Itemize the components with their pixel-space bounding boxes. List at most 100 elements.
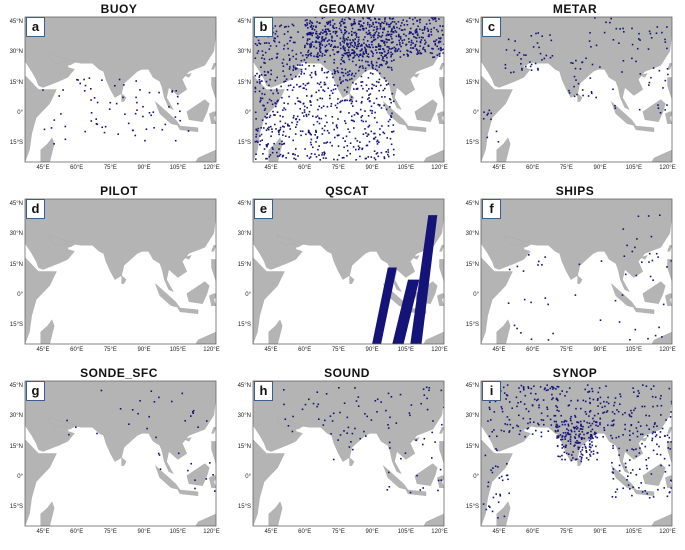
obs-point [379,25,382,27]
obs-point [322,157,325,159]
obs-point [293,115,295,117]
obs-point [342,80,344,82]
obs-point [557,430,559,432]
obs-point [326,129,329,132]
obs-point [212,474,214,476]
obs-point [361,27,364,30]
obs-point [329,45,332,47]
obs-point [395,422,398,424]
obs-point [359,141,361,143]
obs-point [392,130,395,133]
land-australia [195,331,216,344]
obs-point [261,50,264,52]
obs-point [307,54,309,57]
obs-point [305,133,307,136]
obs-point [308,157,311,160]
obs-point [282,70,284,72]
obs-point [556,385,559,388]
obs-point [292,153,295,155]
obs-point [299,108,301,110]
obs-point [283,102,285,104]
obs-point [302,83,305,85]
obs-point [493,411,496,413]
obs-point [347,71,349,73]
obs-point [659,453,662,456]
obs-point [378,89,380,92]
obs-point [334,84,336,86]
obs-point [319,33,322,35]
lat-tick-label: 15°S [237,503,251,510]
obs-point [399,50,402,53]
obs-point [656,453,658,455]
obs-point [378,104,381,106]
obs-point [424,43,426,45]
obs-point [589,410,592,412]
obs-point [96,123,99,126]
obs-point [316,405,318,408]
obs-point [582,425,584,428]
obs-point [566,391,568,393]
obs-point [393,59,395,61]
obs-point [284,135,287,137]
obs-point [371,110,374,112]
obs-point [631,412,633,414]
obs-point [486,136,489,139]
obs-point [530,63,533,66]
obs-point [564,446,567,448]
obs-point [574,444,576,446]
obs-point [292,415,294,418]
obs-point [375,64,378,67]
obs-point [66,419,68,422]
obs-point [313,45,315,48]
obs-point [344,18,346,21]
obs-point [344,47,346,49]
obs-point [348,99,351,102]
obs-point [378,18,381,21]
obs-point [489,408,491,411]
obs-point [270,135,272,137]
obs-point [556,406,559,409]
obs-point [618,454,620,456]
obs-point [656,443,658,446]
obs-point [103,131,106,134]
obs-point [283,403,285,406]
obs-point [266,145,268,148]
obs-point [425,23,428,25]
obs-point [263,42,266,44]
obs-point [323,38,326,41]
land-sumatra [155,283,181,309]
obs-point [518,414,520,417]
obs-point [396,49,399,51]
land-borneo [642,281,666,304]
obs-point [660,395,662,397]
obs-point [631,57,633,60]
obs-point [366,55,369,58]
obs-point [332,24,334,27]
obs-point [376,139,379,142]
obs-point [583,420,585,422]
obs-point [283,81,285,83]
obs-point [268,116,271,118]
obs-point [377,57,379,60]
obs-point [294,102,297,105]
obs-point [347,43,349,45]
land-arabia_iran [49,417,78,430]
obs-point [432,56,434,59]
obs-point [433,56,436,58]
map-svg [252,380,445,527]
obs-point [303,105,306,108]
obs-point [139,89,141,91]
obs-point [390,116,393,118]
obs-point [134,112,137,115]
obs-point [486,114,488,116]
obs-point [597,412,599,415]
obs-point [577,442,579,444]
obs-point [574,437,577,439]
obs-point [512,71,515,73]
obs-point [369,24,371,26]
obs-point [636,238,638,240]
obs-point [309,133,312,135]
obs-point [531,404,534,406]
obs-point [528,254,530,256]
obs-point [327,70,330,73]
